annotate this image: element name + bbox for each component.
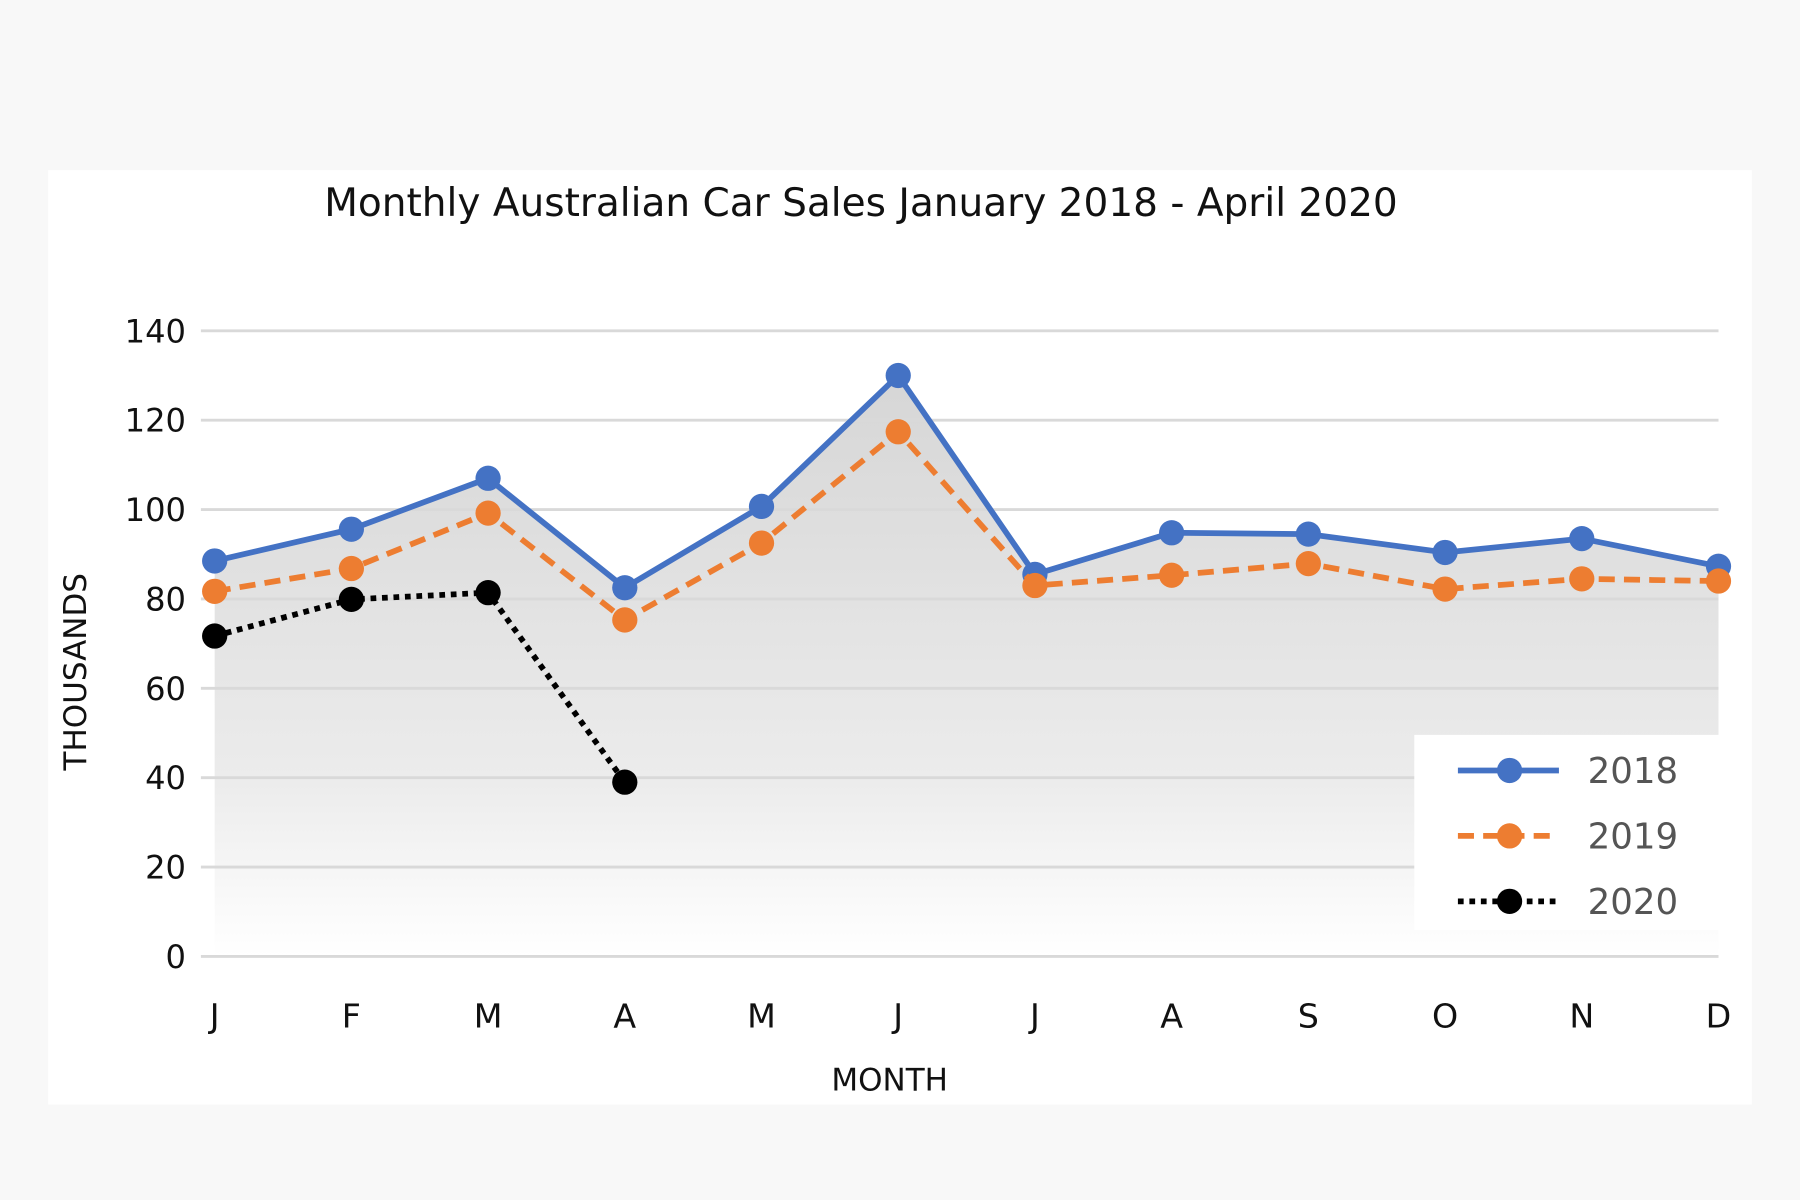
x-tick-label: S	[1298, 997, 1319, 1036]
legend-marker-2020	[1496, 888, 1523, 914]
x-tick-label: N	[1569, 997, 1594, 1036]
data-point-2020	[202, 623, 228, 649]
y-tick-label: 60	[145, 670, 186, 708]
series-line-2018	[214, 371, 1720, 592]
data-point-2019	[1705, 568, 1732, 594]
chart-title: Monthly Australian Car Sales January 201…	[324, 181, 1398, 226]
data-point-2018	[1432, 539, 1458, 566]
x-axis-label: MONTH	[831, 1063, 948, 1099]
x-tick-label: O	[1432, 997, 1458, 1036]
legend-label-2019: 2019	[1588, 817, 1679, 858]
x-tick-label: A	[1160, 997, 1183, 1036]
legend-label-2020: 2020	[1588, 882, 1679, 923]
data-point-2019	[748, 530, 775, 556]
data-point-2019	[1022, 572, 1048, 599]
y-tick-label: 20	[145, 849, 186, 887]
data-point-2019	[1295, 551, 1321, 577]
x-tick-label: M	[474, 997, 503, 1036]
data-point-2019	[1159, 562, 1185, 588]
data-point-2018	[1159, 520, 1185, 546]
data-point-2020	[338, 586, 365, 613]
data-point-2018	[475, 465, 501, 491]
y-tick-label: 140	[125, 312, 186, 350]
x-tick-label: A	[613, 997, 636, 1036]
legend-background	[1414, 734, 1722, 931]
x-tick-label: J	[891, 997, 903, 1036]
data-point-2018	[202, 548, 228, 574]
legend: 2018 2019 2020	[1414, 734, 1722, 931]
y-tick-label: 100	[125, 491, 186, 529]
legend-marker-2018	[1496, 757, 1523, 784]
x-tick-label: M	[747, 997, 776, 1036]
x-tick-label: D	[1706, 997, 1732, 1036]
y-tick-label: 80	[145, 580, 186, 618]
series-line-2020	[213, 589, 628, 784]
data-point-2020	[475, 580, 501, 606]
data-point-2018	[338, 516, 365, 542]
data-point-2019	[1432, 576, 1458, 602]
data-point-2018	[612, 575, 638, 601]
data-point-2018	[885, 362, 911, 389]
data-point-2018	[748, 493, 775, 520]
data-point-2019	[202, 578, 228, 604]
x-tick-label: J	[1028, 997, 1040, 1036]
data-point-2018	[1295, 521, 1321, 547]
data-point-2018	[1569, 525, 1595, 552]
data-point-2019	[475, 500, 501, 526]
data-point-2019	[1569, 566, 1595, 592]
series-line-2019	[214, 427, 1719, 624]
y-tick-label: 120	[125, 402, 186, 440]
legend-marker-2019	[1496, 823, 1523, 849]
y-tick-label: 0	[166, 938, 186, 976]
data-point-2020	[612, 769, 638, 795]
y-axis-label: THOUSANDS	[58, 573, 94, 771]
data-point-2019	[612, 607, 638, 633]
data-point-2019	[885, 419, 911, 445]
area-fill-2018	[214, 375, 1719, 957]
data-point-2019	[338, 555, 365, 582]
x-tick-label: J	[208, 997, 220, 1036]
y-tick-label: 40	[145, 759, 186, 797]
x-tick-label: F	[342, 997, 361, 1036]
legend-label-2018: 2018	[1588, 751, 1679, 792]
